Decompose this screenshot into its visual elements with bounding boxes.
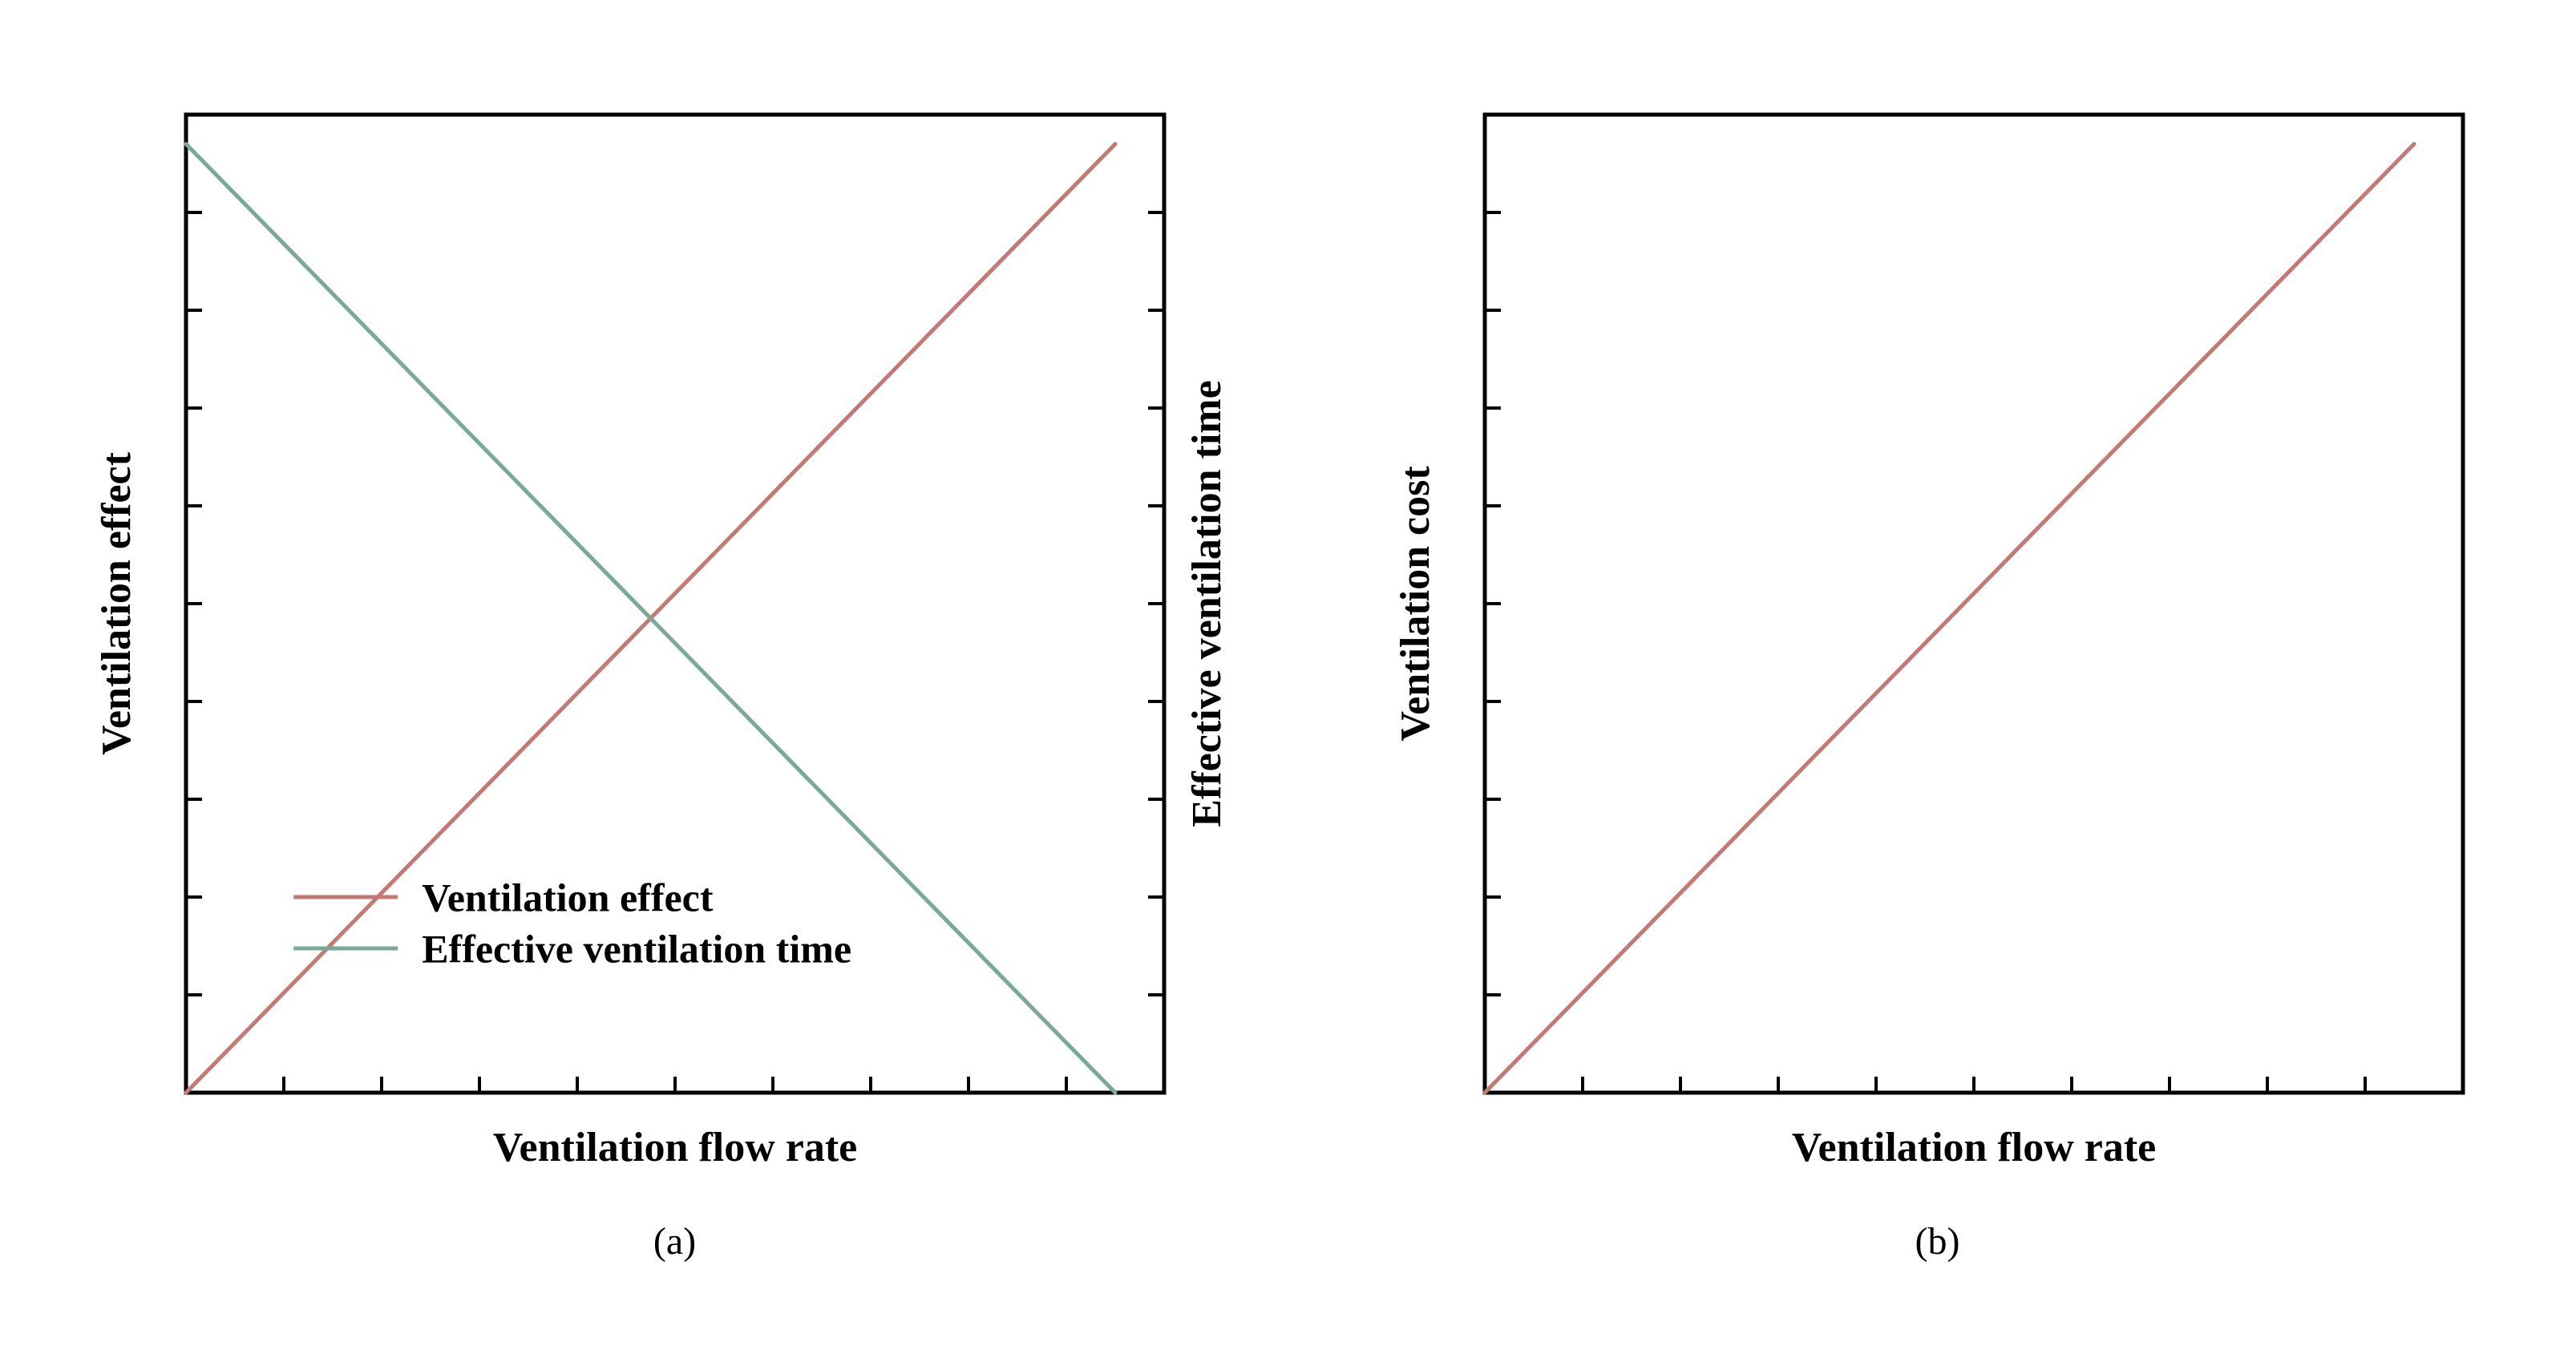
svg-text:Effective ventilation time: Effective ventilation time: [422, 927, 851, 972]
svg-text:Effective ventilation time: Effective ventilation time: [1184, 380, 1230, 827]
panel-b-chart: Ventilation flow rate Ventilation cost: [1381, 91, 2495, 1197]
svg-text:Ventilation flow rate: Ventilation flow rate: [492, 1125, 856, 1170]
panel-b-caption: (b): [1915, 1219, 1960, 1263]
panel-a-chart: Ventilation flow rate Ventilation effect E…: [82, 91, 1268, 1197]
panel-a-caption: (a): [653, 1219, 696, 1263]
svg-text:Ventilation effect: Ventilation effect: [94, 451, 140, 755]
panel-a-wrap: Ventilation flow rate Ventilation effect E…: [82, 91, 1268, 1263]
figure: Ventilation flow rate Ventilation effect E…: [50, 59, 2527, 1295]
svg-text:Ventilation cost: Ventilation cost: [1393, 466, 1438, 742]
svg-text:Ventilation effect: Ventilation effect: [422, 875, 714, 920]
panel-b-wrap: Ventilation flow rate Ventilation cost (b…: [1381, 91, 2495, 1263]
svg-text:Ventilation flow rate: Ventilation flow rate: [1791, 1125, 2155, 1170]
